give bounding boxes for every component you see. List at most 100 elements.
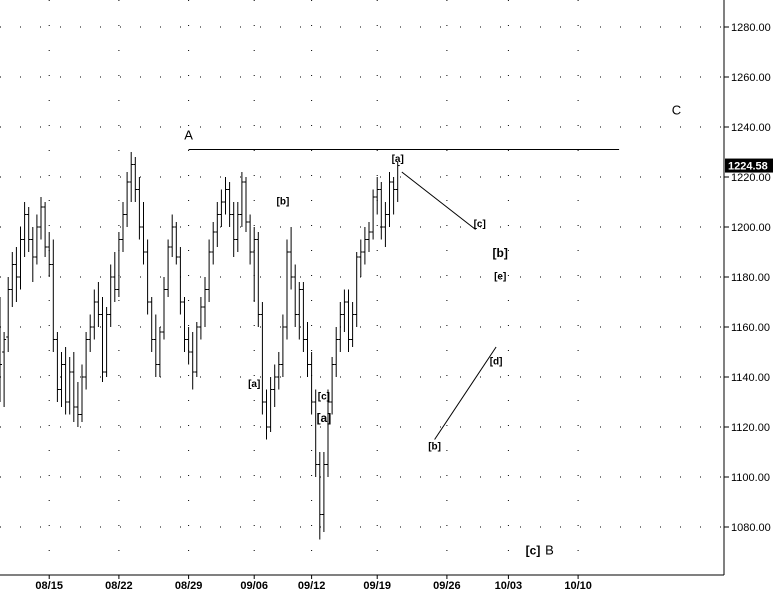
price-bars <box>0 152 400 540</box>
ohlc-bar <box>190 332 195 390</box>
x-tick-label: 09/12 <box>298 580 326 592</box>
wave-label: [a] <box>392 154 404 165</box>
ohlc-bar <box>235 202 240 252</box>
ohlc-bar <box>104 307 109 377</box>
ohlc-bar <box>321 452 326 532</box>
ohlc-bar <box>256 232 261 327</box>
ohlc-bar <box>145 239 150 315</box>
ohlc-bar <box>182 297 187 352</box>
ohlc-bar <box>129 152 134 202</box>
wave-label: [c] <box>474 219 486 230</box>
ohlc-bar <box>219 189 224 227</box>
y-tick-label: 1100.00 <box>731 472 770 484</box>
y-tick-label: 1240.00 <box>731 122 771 134</box>
ohlc-bar <box>116 232 121 297</box>
wave-label: A <box>184 128 193 143</box>
ohlc-bar <box>198 297 203 340</box>
ohlc-bar <box>350 302 355 347</box>
ohlc-bar <box>22 202 27 257</box>
ohlc-bar <box>162 277 166 340</box>
ohlc-bar <box>55 332 60 402</box>
ohlc-bar <box>96 282 101 327</box>
ohlc-bar <box>346 289 351 352</box>
wave-label: [a] <box>248 379 260 390</box>
ohlc-bar <box>285 239 289 340</box>
ohlc-bar <box>6 277 11 352</box>
ohlc-bar <box>276 352 281 390</box>
ohlc-bar <box>92 289 97 340</box>
ohlc-bar <box>157 327 162 377</box>
ohlc-bar <box>14 247 19 302</box>
ohlc-bar <box>387 172 392 227</box>
ohlc-bar <box>248 214 253 265</box>
ohlc-bar <box>71 352 76 422</box>
ohlc-bar <box>215 202 220 247</box>
ohlc-bar <box>309 352 314 415</box>
ohlc-bar <box>297 282 302 340</box>
wave-label: [b] <box>493 246 508 260</box>
x-tick-label: 09/26 <box>433 580 461 592</box>
ohlc-bar <box>63 347 68 415</box>
ohlc-bar <box>330 357 335 415</box>
ohlc-bar <box>47 232 52 277</box>
ohlc-bar <box>26 207 31 252</box>
ohlc-bar <box>313 389 318 477</box>
ohlc-bar <box>272 364 277 407</box>
y-tick-label: 1180.00 <box>731 272 770 284</box>
ohlc-bar <box>121 202 125 252</box>
ohlc-bar <box>34 214 39 265</box>
y-tick-label: 1220.00 <box>731 172 771 184</box>
ohlc-bar <box>239 172 244 227</box>
ohlc-bar <box>100 297 105 382</box>
ohlc-bar <box>88 314 93 352</box>
x-tick-label: 10/10 <box>564 580 592 592</box>
ohlc-bar <box>10 252 15 307</box>
ohlc-bar <box>362 227 367 265</box>
x-tick-label: 08/22 <box>105 580 133 592</box>
ohlc-bar <box>133 157 138 202</box>
ohlc-bar <box>391 177 396 215</box>
ohlc-bar <box>75 382 80 427</box>
ohlc-bar <box>293 264 298 327</box>
ohlc-bar <box>375 177 380 215</box>
wave-label: [e] <box>494 272 506 283</box>
ohlc-bar <box>280 314 285 377</box>
ohlc-bar <box>260 302 265 415</box>
ohlc-bar <box>2 332 7 407</box>
x-tick-label: 08/29 <box>175 580 203 592</box>
ohlc-bar <box>317 452 322 540</box>
ohlc-bar <box>18 227 23 290</box>
y-tick-label: 1280.00 <box>731 22 771 34</box>
wave-label: [b] <box>428 442 441 453</box>
ohlc-bar <box>231 202 236 257</box>
ohlc-bar <box>268 377 273 432</box>
ohlc-bar <box>153 314 158 377</box>
ohlc-bar <box>244 177 248 232</box>
ohlc-bar <box>367 222 371 252</box>
ohlc-bar <box>0 297 2 402</box>
x-tick-label: 09/19 <box>363 580 391 592</box>
ohlc-bar <box>59 352 64 407</box>
y-tick-label: 1140.00 <box>731 372 770 384</box>
ohlc-bar <box>223 177 228 215</box>
wave-label: [c] <box>526 544 541 558</box>
ohlc-bar <box>371 189 376 240</box>
ohlc-bar <box>30 227 35 282</box>
ohlc-bar <box>80 364 84 422</box>
ohlc-bar <box>383 202 388 247</box>
ohlc-bar <box>252 227 257 302</box>
ohlc-bar <box>67 357 72 415</box>
ohlc-bar <box>338 302 343 352</box>
ohlc-bar <box>326 389 330 477</box>
ohlc-bar <box>178 247 183 315</box>
wave-label: [d] <box>490 357 503 368</box>
ohlc-bar <box>227 182 232 227</box>
trend-line-a-to-c <box>401 171 476 230</box>
ohlc-bar <box>395 162 400 202</box>
wave-label: [a] <box>317 411 332 425</box>
ohlc-bar <box>43 202 48 257</box>
y-tick-label: 1260.00 <box>731 72 771 84</box>
ohlc-bar <box>39 197 43 240</box>
trend-line-b-to-d <box>434 346 497 440</box>
